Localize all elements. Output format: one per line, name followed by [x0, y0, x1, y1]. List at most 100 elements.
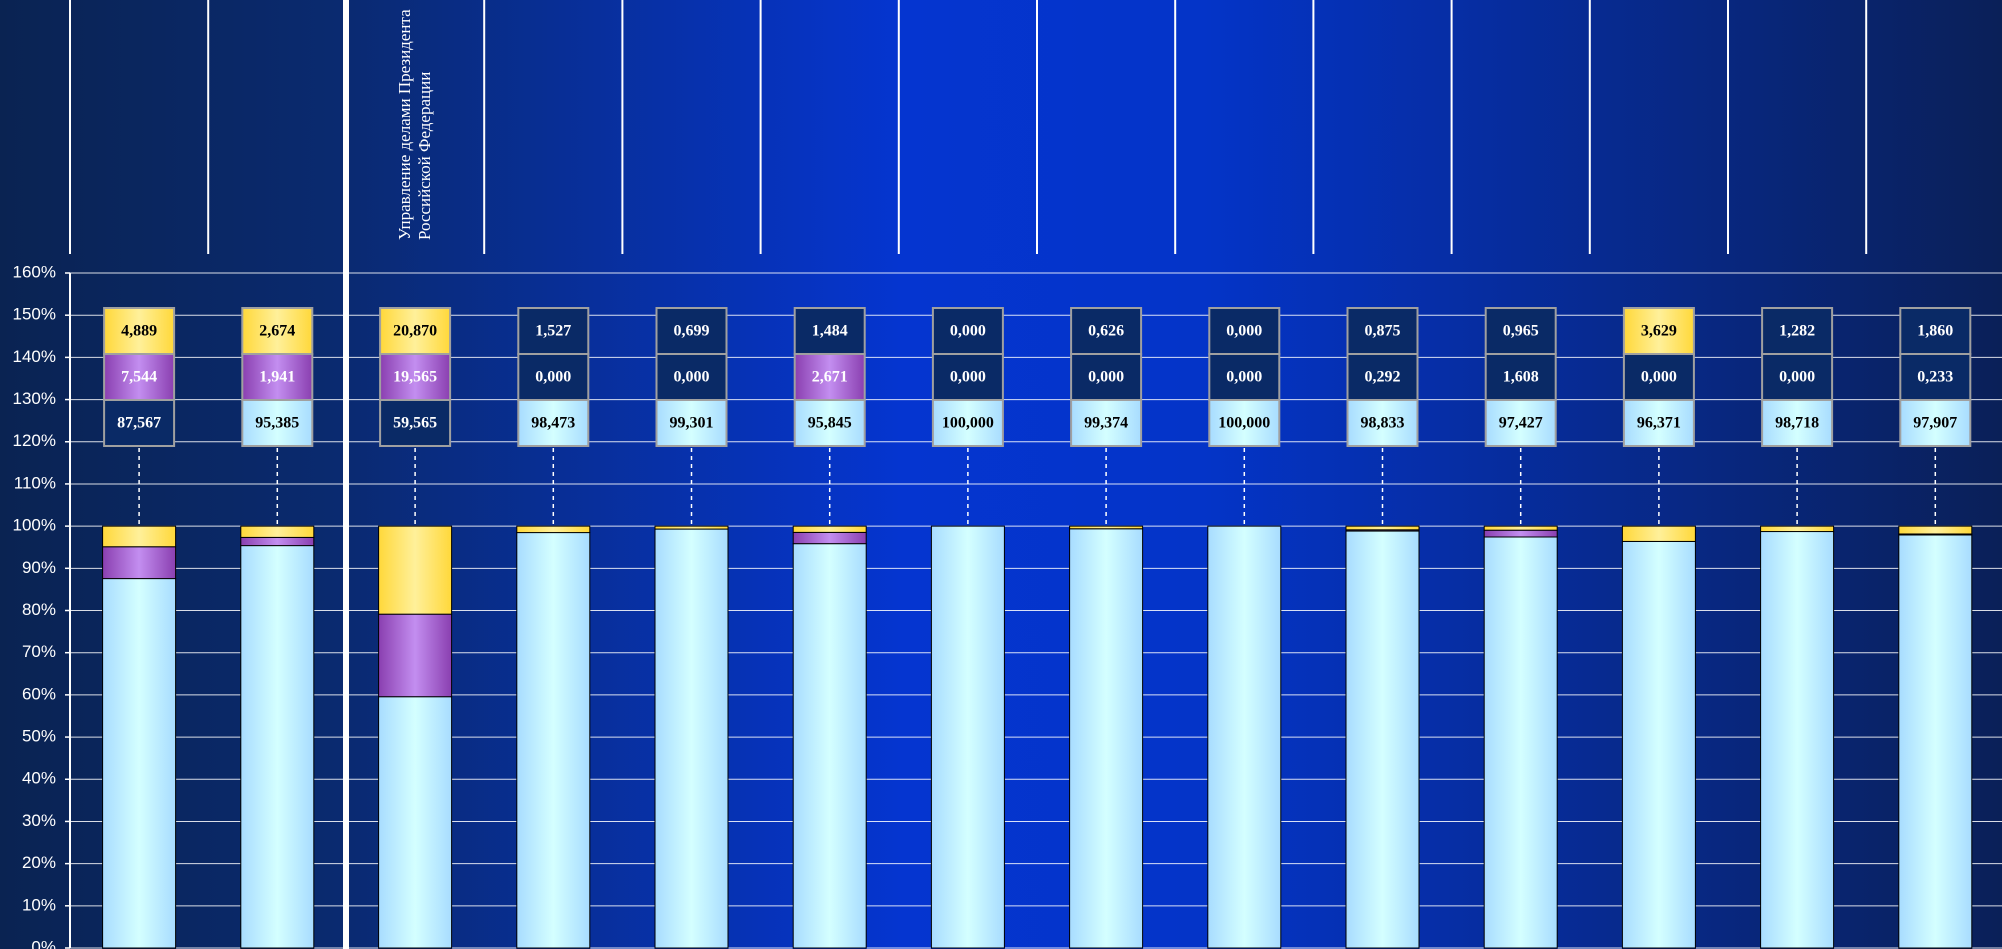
value-label: 0,292	[1365, 369, 1401, 386]
value-label-box	[655, 353, 728, 401]
value-label: 0,000	[674, 369, 710, 386]
bar-segment	[1760, 525, 1835, 533]
bar-segment	[1898, 525, 1973, 535]
value-label-box	[1070, 307, 1143, 355]
value-label-box	[1208, 307, 1281, 355]
y-tick-label: 90%	[22, 558, 56, 577]
bar-segment	[378, 613, 453, 698]
value-label-box	[1346, 353, 1419, 401]
value-label-box	[931, 307, 1004, 355]
bar-segment	[102, 546, 177, 580]
value-label: 1,941	[259, 369, 295, 386]
value-label: 0,000	[1226, 369, 1262, 386]
value-label-box	[103, 353, 176, 401]
value-label: 98,833	[1361, 415, 1405, 432]
category-label: Управление делами ПрезидентаРоссийской Ф…	[395, 9, 434, 240]
value-label-box	[1070, 353, 1143, 401]
value-label-box	[1208, 353, 1281, 401]
bar-segment	[240, 545, 315, 949]
value-label: 0,699	[674, 323, 710, 340]
value-label: 99,374	[1084, 415, 1128, 432]
value-label: 20,870	[393, 323, 437, 340]
y-tick-label: 160%	[13, 262, 56, 281]
value-label-box	[1622, 307, 1695, 355]
value-label-box	[517, 307, 590, 355]
value-label-box	[1484, 399, 1557, 447]
value-label-box	[103, 307, 176, 355]
bar-segment	[792, 543, 867, 949]
value-label: 4,889	[121, 323, 157, 340]
bar-segment	[1207, 525, 1282, 949]
y-tick-label: 130%	[13, 389, 56, 408]
value-label-box	[793, 399, 866, 447]
value-label: 98,473	[531, 415, 575, 432]
y-tick-label: 140%	[13, 347, 56, 366]
bar-segment	[1345, 530, 1420, 949]
value-label: 99,301	[670, 415, 714, 432]
value-label-box	[241, 307, 314, 355]
value-label: 100,000	[942, 415, 994, 432]
value-label: 1,484	[812, 323, 848, 340]
value-label-box	[1208, 399, 1281, 447]
value-label: 2,671	[812, 369, 848, 386]
y-tick-label: 70%	[22, 642, 56, 661]
y-tick-label: 50%	[22, 727, 56, 746]
value-label-box	[1899, 353, 1972, 401]
value-label: 0,875	[1365, 323, 1401, 340]
value-label: 0,000	[535, 369, 571, 386]
value-label-box	[931, 353, 1004, 401]
value-label-box	[1346, 307, 1419, 355]
value-label: 1,608	[1503, 369, 1539, 386]
value-label: 0,000	[1779, 369, 1815, 386]
value-label: 95,845	[808, 415, 852, 432]
value-label: 19,565	[393, 369, 437, 386]
value-label-box	[1761, 353, 1834, 401]
value-label-box	[1761, 399, 1834, 447]
value-label-box	[655, 307, 728, 355]
value-label: 0,000	[950, 323, 986, 340]
bar-segment	[240, 536, 315, 547]
y-tick-label: 110%	[14, 473, 56, 492]
bar-segment	[1760, 531, 1835, 949]
value-label-box	[517, 353, 590, 401]
bar-segment	[102, 525, 177, 548]
bar-segment	[792, 525, 867, 533]
value-label: 3,629	[1641, 323, 1677, 340]
value-label-box	[241, 353, 314, 401]
value-label: 0,626	[1088, 323, 1124, 340]
value-label: 1,527	[535, 323, 571, 340]
bar-segment	[378, 696, 453, 949]
y-tick-label: 80%	[22, 600, 56, 619]
value-label: 1,282	[1779, 323, 1815, 340]
value-label-box	[1761, 307, 1834, 355]
bar-segment	[1345, 525, 1420, 531]
bar-segment	[930, 525, 1005, 949]
value-label: 100,000	[1218, 415, 1270, 432]
value-label: 2,674	[259, 323, 295, 340]
bar-segment	[1069, 525, 1144, 530]
value-label-box	[1070, 399, 1143, 447]
value-label-box	[517, 399, 590, 447]
y-tick-label: 10%	[22, 895, 56, 914]
bar-segment	[240, 525, 315, 538]
value-label-box	[655, 399, 728, 447]
value-label: 97,907	[1913, 415, 1957, 432]
y-tick-label: 60%	[22, 684, 56, 703]
value-label: 96,371	[1637, 415, 1681, 432]
value-label: 59,565	[393, 415, 437, 432]
value-label-box	[241, 399, 314, 447]
value-label-box	[379, 399, 452, 447]
value-label: 0,233	[1917, 369, 1953, 386]
bar-segment	[1621, 540, 1696, 949]
value-label-box	[379, 307, 452, 355]
value-label: 87,567	[117, 415, 161, 432]
value-label-box	[1622, 353, 1695, 401]
value-label: 0,965	[1503, 323, 1539, 340]
value-label: 0,000	[950, 369, 986, 386]
y-tick-label: 0%	[31, 937, 56, 949]
y-tick-label: 30%	[22, 811, 56, 830]
bar-segment	[102, 578, 177, 949]
bar-segment	[1898, 534, 1973, 949]
value-label: 7,544	[121, 369, 157, 386]
